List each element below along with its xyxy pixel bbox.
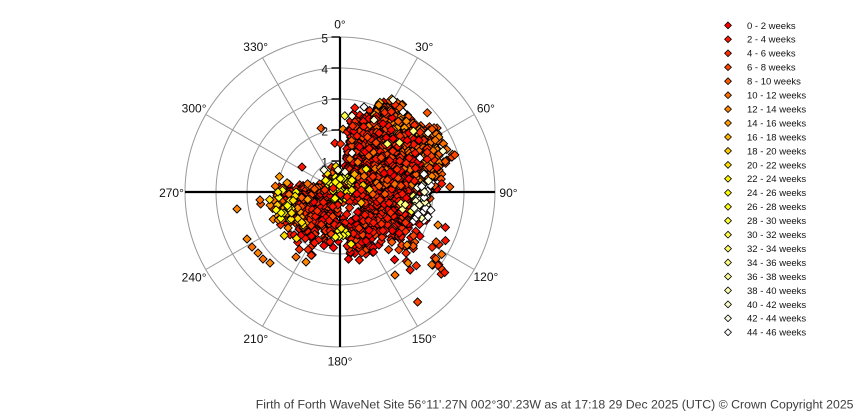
svg-text:60°: 60° — [477, 102, 495, 116]
svg-text:30 - 32 weeks: 30 - 32 weeks — [747, 230, 806, 241]
svg-text:330°: 330° — [243, 40, 268, 54]
svg-text:Firth of Forth WaveNet Site 56: Firth of Forth WaveNet Site 56°11'.27N 0… — [256, 398, 854, 412]
svg-text:4: 4 — [321, 63, 328, 77]
svg-text:20 - 22 weeks: 20 - 22 weeks — [747, 160, 806, 171]
svg-text:0°: 0° — [334, 18, 346, 32]
svg-text:26 - 28 weeks: 26 - 28 weeks — [747, 202, 806, 213]
svg-text:180°: 180° — [328, 355, 353, 369]
svg-text:8 - 10 weeks: 8 - 10 weeks — [747, 77, 801, 88]
svg-text:6 - 8 weeks: 6 - 8 weeks — [747, 63, 796, 74]
svg-text:210°: 210° — [243, 332, 268, 346]
svg-text:44 - 46 weeks: 44 - 46 weeks — [747, 328, 806, 339]
svg-text:14 - 16 weeks: 14 - 16 weeks — [747, 118, 806, 129]
svg-text:10 - 12 weeks: 10 - 12 weeks — [747, 91, 806, 102]
svg-text:90°: 90° — [499, 186, 517, 200]
svg-text:38 - 40 weeks: 38 - 40 weeks — [747, 286, 806, 297]
svg-text:3: 3 — [321, 94, 328, 108]
svg-text:16 - 18 weeks: 16 - 18 weeks — [747, 132, 806, 143]
svg-text:32 - 34 weeks: 32 - 34 weeks — [747, 244, 806, 255]
svg-text:150°: 150° — [412, 332, 437, 346]
svg-text:0 - 2 weeks: 0 - 2 weeks — [747, 21, 796, 32]
svg-text:12 - 14 weeks: 12 - 14 weeks — [747, 105, 806, 116]
svg-text:36 - 38 weeks: 36 - 38 weeks — [747, 272, 806, 283]
svg-text:2: 2 — [321, 125, 328, 139]
svg-text:2 - 4 weeks: 2 - 4 weeks — [747, 35, 796, 46]
svg-text:270°: 270° — [159, 186, 184, 200]
svg-text:1: 1 — [321, 156, 328, 170]
svg-text:120°: 120° — [473, 270, 498, 284]
svg-text:30°: 30° — [415, 40, 433, 54]
svg-text:42 - 44 weeks: 42 - 44 weeks — [747, 314, 806, 325]
svg-text:22 - 24 weeks: 22 - 24 weeks — [747, 174, 806, 185]
svg-text:24 - 26 weeks: 24 - 26 weeks — [747, 188, 806, 199]
svg-text:300°: 300° — [182, 102, 207, 116]
svg-text:4 - 6 weeks: 4 - 6 weeks — [747, 49, 796, 60]
svg-text:5: 5 — [321, 32, 328, 46]
svg-text:40 - 42 weeks: 40 - 42 weeks — [747, 300, 806, 311]
svg-text:240°: 240° — [182, 270, 207, 284]
svg-text:28 - 30 weeks: 28 - 30 weeks — [747, 216, 806, 227]
svg-text:34 - 36 weeks: 34 - 36 weeks — [747, 258, 806, 269]
svg-text:18 - 20 weeks: 18 - 20 weeks — [747, 146, 806, 157]
